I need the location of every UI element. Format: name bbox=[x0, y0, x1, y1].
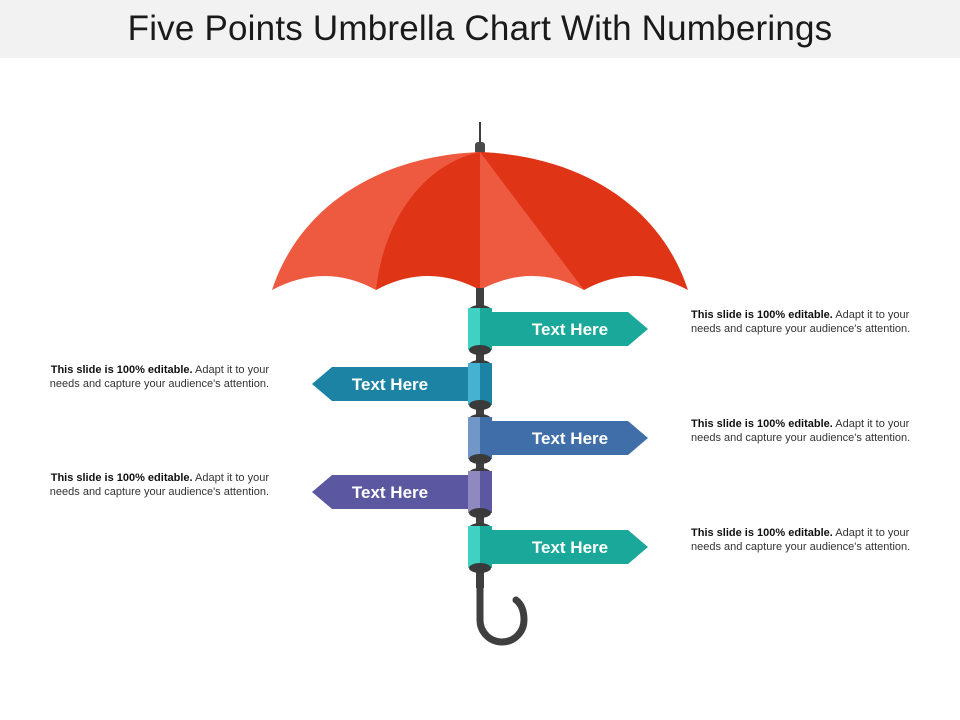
point-3-description-body: Adapt it to your needs and capture your … bbox=[691, 418, 911, 444]
point-4-description-lead: This slide is 100% editable. bbox=[50, 472, 193, 484]
point-4-collar-right bbox=[480, 471, 492, 513]
point-5-collar-right bbox=[480, 526, 492, 568]
point-1-description-lead: This slide is 100% editable. bbox=[691, 309, 833, 321]
point-1-collar-right bbox=[480, 308, 492, 350]
point-5-collar-bottom bbox=[469, 563, 491, 573]
point-3-collar-bottom bbox=[469, 454, 491, 464]
point-3-label: Text Here bbox=[532, 429, 608, 448]
point-1-description-body: Adapt it to your needs and capture your … bbox=[691, 309, 911, 335]
point-4: Text Here bbox=[312, 468, 492, 518]
point-5-description-body: Adapt it to your needs and capture your … bbox=[691, 527, 911, 553]
point-1: Text Here bbox=[468, 305, 648, 355]
point-5-arrow bbox=[490, 530, 648, 564]
point-5-description: This slide is 100% editable. Adapt it to… bbox=[691, 526, 916, 554]
point-2-description-lead: This slide is 100% editable. bbox=[50, 364, 193, 376]
point-3-collar-right bbox=[480, 417, 492, 459]
point-3-description: This slide is 100% editable. Adapt it to… bbox=[691, 417, 916, 445]
point-2-description-body: Adapt it to your needs and capture your … bbox=[49, 364, 269, 390]
canopy-panel-4 bbox=[480, 152, 688, 290]
umbrella-tip-cap bbox=[475, 142, 485, 154]
point-2: Text Here bbox=[312, 360, 492, 410]
canopy-panel-2 bbox=[376, 152, 480, 290]
point-4-description: This slide is 100% editable. Adapt it to… bbox=[44, 471, 269, 499]
point-4-arrow bbox=[312, 475, 470, 509]
point-3-collar-left bbox=[468, 417, 480, 459]
point-4-collar-bottom bbox=[469, 508, 491, 518]
point-1-collar-bottom bbox=[469, 345, 491, 355]
point-5-collar-left bbox=[468, 526, 480, 568]
point-2-collar-left bbox=[468, 363, 480, 405]
point-1-label: Text Here bbox=[532, 320, 608, 339]
point-1-arrow bbox=[490, 312, 648, 346]
point-4-label: Text Here bbox=[352, 483, 428, 502]
point-2-arrow bbox=[312, 367, 470, 401]
page-title: Five Points Umbrella Chart With Numberin… bbox=[127, 9, 833, 48]
point-3-description-lead: This slide is 100% editable. bbox=[691, 418, 833, 430]
point-4-collar-left bbox=[468, 471, 480, 513]
point-2-collar-right bbox=[480, 363, 492, 405]
point-5-label: Text Here bbox=[532, 538, 608, 557]
point-2-description: This slide is 100% editable. Adapt it to… bbox=[44, 363, 269, 391]
point-1-collar-left bbox=[468, 308, 480, 350]
point-3-arrow bbox=[490, 421, 648, 455]
point-5-description-lead: This slide is 100% editable. bbox=[691, 527, 833, 539]
title-bar bbox=[0, 0, 960, 58]
point-2-collar-bottom bbox=[469, 400, 491, 410]
point-1-description: This slide is 100% editable. Adapt it to… bbox=[691, 308, 916, 336]
point-5: Text Here bbox=[468, 523, 648, 573]
point-2-label: Text Here bbox=[352, 375, 428, 394]
umbrella-handle bbox=[476, 576, 528, 646]
point-4-description-body: Adapt it to your needs and capture your … bbox=[49, 472, 269, 498]
point-3: Text Here bbox=[468, 414, 648, 464]
